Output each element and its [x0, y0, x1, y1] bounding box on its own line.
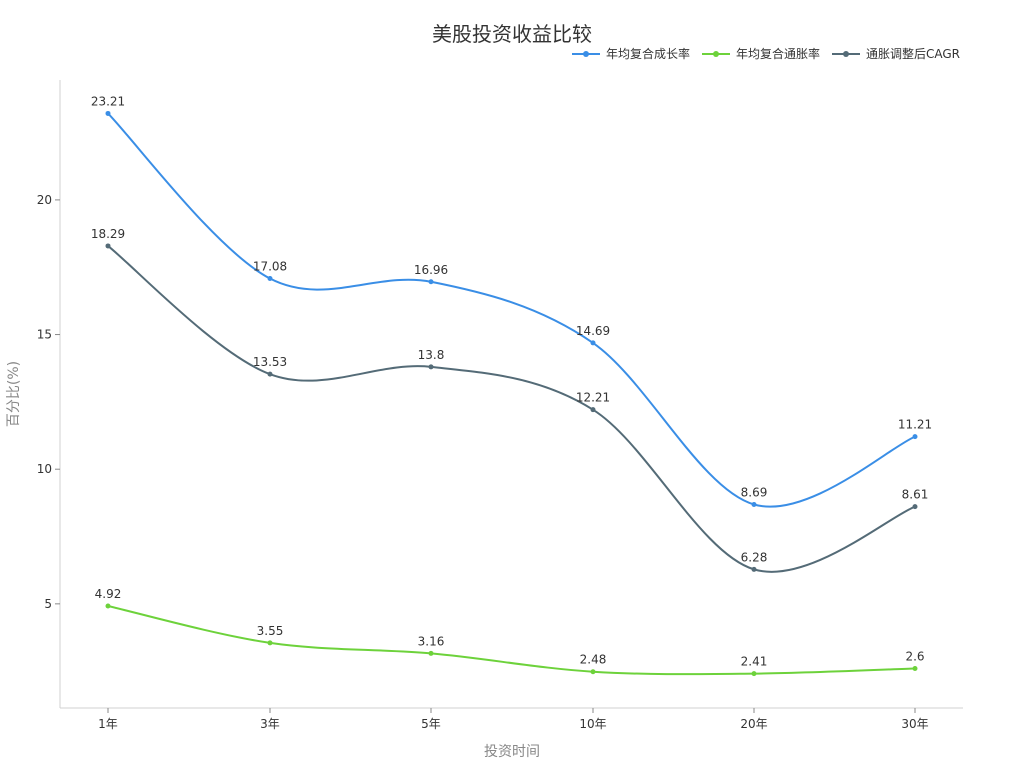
data-point	[428, 650, 434, 656]
data-label: 2.48	[580, 653, 607, 667]
data-label: 6.28	[741, 550, 768, 564]
data-point	[912, 504, 918, 510]
x-tick-label: 30年	[901, 717, 928, 731]
data-point	[428, 364, 434, 370]
legend-label: 年均复合成长率	[605, 47, 690, 61]
data-point	[105, 243, 111, 249]
line-marker-icon	[701, 50, 730, 57]
legend-label: 年均复合通胀率	[735, 47, 820, 61]
line-marker-icon	[831, 50, 860, 57]
x-tick-label: 20年	[740, 717, 767, 731]
data-point	[751, 671, 757, 677]
data-label: 3.55	[257, 624, 284, 638]
data-point	[590, 407, 596, 413]
data-label: 14.69	[576, 324, 610, 338]
y-tick-label: 15	[37, 328, 52, 342]
y-tick-label: 10	[37, 462, 52, 476]
x-tick-label: 3年	[260, 717, 280, 731]
data-point	[912, 434, 918, 440]
data-label: 3.16	[418, 634, 445, 648]
data-point	[590, 340, 596, 346]
data-label: 17.08	[253, 260, 287, 274]
y-tick-label: 5	[44, 597, 52, 611]
data-point	[267, 276, 273, 282]
y-axis-title: 百分比(%)	[6, 361, 22, 427]
legend-item-inflation[interactable]: 年均复合通胀率	[701, 45, 820, 62]
data-label: 18.29	[91, 227, 125, 241]
y-tick-label: 20	[37, 193, 52, 207]
data-point	[267, 640, 273, 646]
data-point	[751, 501, 757, 507]
data-point	[590, 669, 596, 675]
data-label: 23.21	[91, 94, 125, 108]
x-tick-label: 1年	[98, 717, 118, 731]
data-label: 13.53	[253, 355, 287, 369]
data-label: 8.69	[741, 485, 768, 499]
series-line	[107, 245, 916, 573]
data-point	[267, 371, 273, 377]
x-tick-label: 10年	[579, 717, 606, 731]
data-label: 13.8	[418, 348, 445, 362]
data-label: 8.61	[902, 488, 929, 502]
data-point	[912, 665, 918, 671]
x-tick-label: 5年	[421, 717, 441, 731]
data-label: 12.21	[576, 391, 610, 405]
data-label: 16.96	[414, 263, 448, 277]
data-point	[751, 566, 757, 572]
chart-title: 美股投资收益比较	[432, 22, 592, 46]
data-label: 2.6	[905, 649, 924, 663]
series-line	[107, 112, 916, 508]
data-labels: 23.21 17.08 16.96 14.69 8.69 11.21 4.92 3.55 3.1…	[91, 94, 932, 668]
data-label: 2.41	[741, 655, 768, 669]
data-point	[105, 110, 111, 116]
series-layer	[105, 110, 918, 677]
data-point	[428, 279, 434, 285]
legend-label: 通胀调整后CAGR	[865, 47, 960, 61]
data-label: 4.92	[95, 587, 122, 601]
legend-item-real-cagr[interactable]: 通胀调整后CAGR	[831, 45, 960, 62]
data-point	[105, 603, 111, 609]
x-axis-title: 投资时间	[484, 744, 540, 760]
line-marker-icon	[571, 50, 600, 57]
series-line	[107, 605, 916, 676]
legend-item-cagr[interactable]: 年均复合成长率	[571, 45, 690, 62]
legend: 年均复合成长率 年均复合通胀率 通胀调整后CAGR	[571, 45, 960, 62]
data-label: 11.21	[898, 418, 932, 432]
